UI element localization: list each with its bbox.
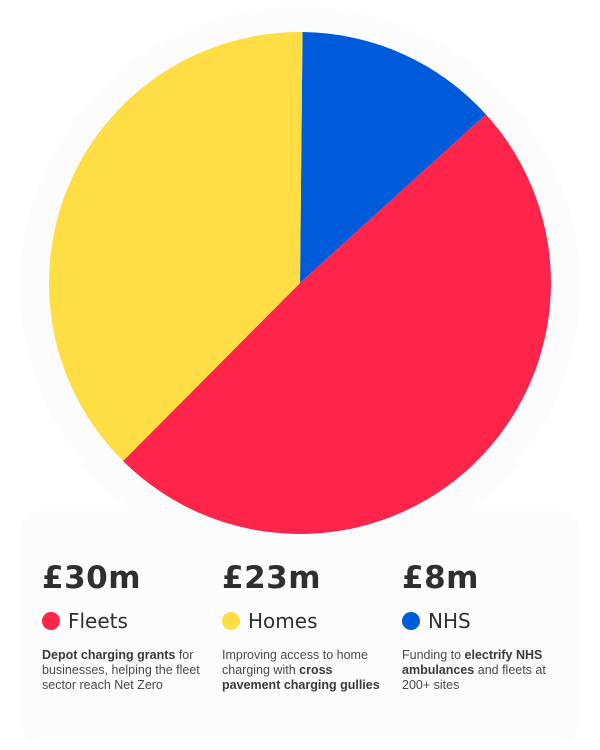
desc-nhs: Funding to electrify NHS ambulances and …	[402, 648, 572, 693]
label-fleets: Fleets	[68, 609, 128, 633]
homes-dot-icon	[222, 612, 240, 630]
nhs-dot-icon	[402, 612, 420, 630]
desc-nhs-bold: electrify NHS ambulances	[402, 648, 543, 677]
pie-slice-homes	[49, 31, 303, 461]
desc-homes-bold: cross pavement charging gullies	[222, 663, 380, 692]
legend-card	[20, 510, 580, 742]
amount-homes: £23m	[222, 560, 322, 596]
desc-homes: Improving access to home charging with c…	[222, 648, 392, 693]
desc-nhs-text-1: Funding to	[402, 648, 465, 662]
desc-fleets-bold: Depot charging grants	[42, 648, 176, 662]
desc-fleets-text: for businesses, helping the fleet sector…	[42, 648, 200, 692]
legend-item-homes: £23m Homes Improving access to home char…	[222, 560, 392, 693]
pie-slice-fleets	[123, 114, 551, 534]
desc-fleets: Depot charging grants for businesses, he…	[42, 648, 212, 693]
legend-item-fleets: £30m Fleets Depot charging grants for bu…	[42, 560, 212, 693]
legend-item-nhs: £8m NHS Funding to electrify NHS ambulan…	[402, 560, 572, 693]
label-row-nhs: NHS	[402, 610, 572, 632]
amount-fleets: £30m	[42, 560, 142, 596]
pie-slice-nhs	[300, 32, 486, 284]
label-row-fleets: Fleets	[42, 610, 212, 632]
amount-nhs: £8m	[402, 560, 479, 596]
desc-nhs-text-2: and fleets at 200+ sites	[402, 663, 546, 692]
desc-homes-text: Improving access to home charging with	[222, 648, 368, 677]
label-row-homes: Homes	[222, 610, 392, 632]
label-homes: Homes	[248, 609, 318, 633]
fleets-dot-icon	[42, 612, 60, 630]
label-nhs: NHS	[428, 609, 471, 633]
